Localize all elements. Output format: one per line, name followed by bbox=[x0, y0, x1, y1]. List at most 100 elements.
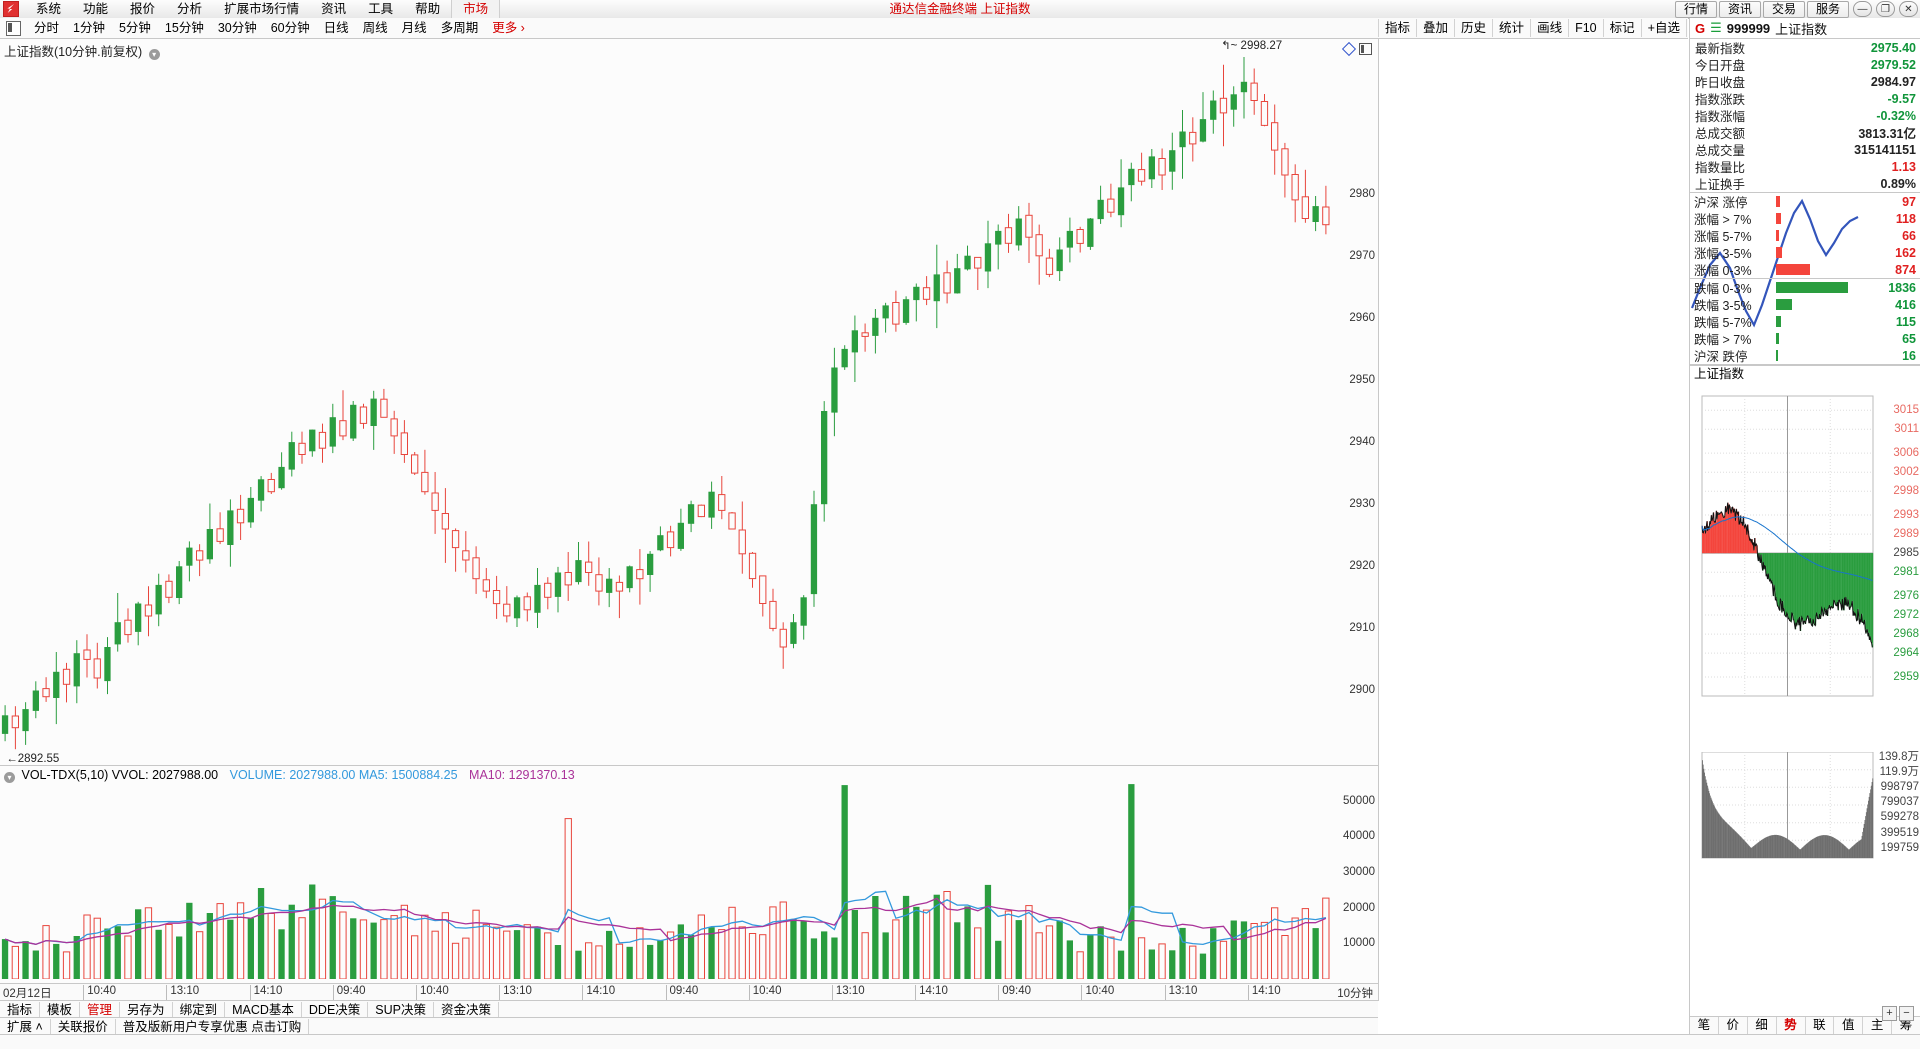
tool-mark[interactable]: 标记 bbox=[1604, 19, 1642, 37]
period-1min[interactable]: 1分钟 bbox=[73, 21, 105, 35]
tab-jiaoyi[interactable]: 交易 bbox=[1762, 0, 1805, 18]
menu-item-tools[interactable]: 工具 bbox=[368, 2, 394, 16]
time-tick: 13:10 bbox=[499, 985, 532, 1000]
quote-row: 昨日收盘 2984.97 bbox=[1690, 73, 1920, 91]
period-multi[interactable]: 多周期 bbox=[440, 21, 479, 35]
breadth-bar bbox=[1776, 333, 1779, 344]
quote-row: 最新指数 2975.40 bbox=[1690, 39, 1920, 57]
menu-item-function[interactable]: 功能 bbox=[83, 2, 109, 16]
btn-indicator[interactable]: 指标 bbox=[0, 1001, 41, 1018]
tool-drawline[interactable]: 画线 bbox=[1531, 19, 1570, 37]
period-fenshi[interactable]: 分时 bbox=[34, 21, 60, 35]
menu-item-news[interactable]: 资讯 bbox=[321, 2, 347, 16]
tool-statistics[interactable]: 统计 bbox=[1493, 19, 1532, 37]
tool-add-watchlist[interactable]: +自选 bbox=[1642, 19, 1687, 37]
period-15min[interactable]: 15分钟 bbox=[164, 21, 204, 35]
time-tick: 10:40 bbox=[748, 985, 781, 1000]
panel-tab-细[interactable]: 细 bbox=[1748, 1017, 1777, 1034]
btn-manage[interactable]: 管理 bbox=[80, 1001, 121, 1018]
btn-sup[interactable]: SUP决策 bbox=[368, 1001, 434, 1018]
quote-label: 上证换手 bbox=[1695, 178, 1746, 192]
btn-linked-quote[interactable]: 关联报价 bbox=[51, 1018, 116, 1035]
mini-intraday-chart[interactable]: 3015 3011 3006 3002 2998 2993 2989 2985 2981 2976… bbox=[1690, 382, 1920, 752]
btn-save-as[interactable]: 另存为 bbox=[120, 1001, 173, 1018]
menu-item-quote[interactable]: 报价 bbox=[130, 2, 156, 16]
volume-chart[interactable]: ▾ VOL-TDX(5,10) VVOL: 2027988.00 VOLUME:… bbox=[0, 765, 1379, 1001]
menu-item-help[interactable]: 帮助 bbox=[415, 2, 441, 16]
breadth-bar-zone bbox=[1776, 213, 1874, 224]
volume-header: ▾ VOL-TDX(5,10) VVOL: 2027988.00 VOLUME:… bbox=[4, 768, 575, 783]
breadth-count: 162 bbox=[1895, 245, 1916, 260]
chevron-down-icon-vol[interactable]: ▾ bbox=[4, 772, 15, 783]
zoom-out-button[interactable]: − bbox=[1899, 1006, 1914, 1021]
btn-macd-basic[interactable]: MACD基本 bbox=[225, 1001, 302, 1018]
mini-volume-chart[interactable]: 139.8万 119.9万 998797 799037 599278 399519 1997… bbox=[1690, 751, 1920, 862]
tool-history[interactable]: 历史 bbox=[1455, 19, 1494, 37]
btn-promo[interactable]: 普及版新用户专享优惠 点击订购 bbox=[116, 1018, 310, 1035]
tool-indicator[interactable]: 指标 bbox=[1378, 19, 1418, 37]
breadth-label: 涨幅 3-5% bbox=[1694, 247, 1752, 261]
time-axis: 14:10 13:10 10:40 09:40 14:10 13:10 10:40 09:40… bbox=[0, 983, 1378, 1001]
mini-axis-tick: 3015 bbox=[1893, 404, 1919, 416]
period-30min[interactable]: 30分钟 bbox=[217, 21, 257, 35]
breadth-row: 涨幅 3-5% 162 bbox=[1690, 244, 1920, 262]
main-price-chart[interactable]: 上证指数(10分钟.前复权) ▾ 2980 2970 2960 2950 2940 293… bbox=[0, 39, 1379, 765]
diamond-icon[interactable] bbox=[1341, 41, 1357, 57]
tab-fuwu[interactable]: 服务 bbox=[1806, 0, 1849, 18]
candlestick-area[interactable] bbox=[0, 57, 1331, 765]
menu-item-market[interactable]: 市场 bbox=[451, 0, 501, 18]
layout-icon[interactable] bbox=[6, 20, 21, 36]
breadth-bar bbox=[1776, 264, 1810, 275]
btn-template[interactable]: 模板 bbox=[40, 1001, 81, 1018]
breadth-bar-zone bbox=[1776, 333, 1874, 344]
menu-item-system[interactable]: 系统 bbox=[36, 2, 62, 16]
btn-bind-to[interactable]: 绑定到 bbox=[173, 1001, 226, 1018]
time-tick: 02月12日 bbox=[3, 988, 52, 1000]
tool-f10[interactable]: F10 bbox=[1569, 19, 1604, 37]
period-weekly[interactable]: 周线 bbox=[362, 21, 388, 35]
indicator-toolbar: 指标 模板 管理 另存为 绑定到 MACD基本 DDE决策 SUP决策 资金决策 bbox=[0, 1000, 1378, 1018]
quote-label: 总成交量 bbox=[1695, 144, 1746, 158]
divider-2 bbox=[1690, 364, 1920, 365]
panel-tab-筹[interactable]: 筹 bbox=[1892, 1017, 1920, 1034]
breadth-row: 涨幅 0-3% 874 bbox=[1690, 261, 1920, 279]
panel-tab-笔[interactable]: 笔 bbox=[1690, 1017, 1719, 1034]
panel-tab-值[interactable]: 值 bbox=[1834, 1017, 1864, 1034]
breadth-count: 118 bbox=[1895, 211, 1916, 226]
period-more[interactable]: 更多 › bbox=[492, 21, 525, 35]
panel-tab-价[interactable]: 价 bbox=[1719, 1017, 1748, 1034]
period-60min[interactable]: 60分钟 bbox=[270, 21, 310, 35]
breadth-label: 涨幅 > 7% bbox=[1694, 213, 1752, 227]
panel-tabs: 笔价细势联值主筹 bbox=[1690, 1016, 1920, 1034]
period-monthly[interactable]: 月线 bbox=[401, 21, 427, 35]
btn-extend[interactable]: 扩展 ˄ bbox=[0, 1018, 51, 1035]
panel-tab-势[interactable]: 势 bbox=[1777, 1017, 1806, 1034]
tab-zixun[interactable]: 资讯 bbox=[1718, 0, 1761, 18]
breadth-count: 115 bbox=[1895, 314, 1916, 329]
menu-item-extended-market[interactable]: 扩展市场行情 bbox=[224, 2, 300, 16]
maximize-button[interactable]: ❐ bbox=[1876, 1, 1895, 17]
time-tick: 13:10 bbox=[1164, 985, 1197, 1000]
minimize-button[interactable]: — bbox=[1853, 1, 1872, 17]
close-button[interactable]: ✕ bbox=[1899, 1, 1918, 17]
menu-bar: 系统 功能 报价 分析 扩展市场行情 资讯 工具 帮助 市场 bbox=[25, 0, 501, 18]
tool-overlay[interactable]: 叠加 bbox=[1417, 19, 1456, 37]
mini-chart-svg bbox=[1701, 395, 1874, 697]
mini-vol-tick: 139.8万 bbox=[1878, 751, 1919, 763]
quote-label: 今日开盘 bbox=[1695, 59, 1746, 73]
period-daily[interactable]: 日线 bbox=[323, 21, 349, 35]
panel-split-icon[interactable] bbox=[1359, 43, 1372, 55]
volume-bars-area[interactable] bbox=[0, 783, 1331, 979]
chevron-down-icon[interactable]: ▾ bbox=[148, 49, 160, 60]
menu-item-analysis[interactable]: 分析 bbox=[177, 2, 203, 16]
tab-hangqing[interactable]: 行情 bbox=[1674, 0, 1717, 18]
panel-tab-联[interactable]: 联 bbox=[1806, 1017, 1835, 1034]
quote-values-list: 最新指数 2975.40 今日开盘 2979.52 昨日收盘 2984.97 指… bbox=[1690, 39, 1920, 193]
btn-capital[interactable]: 资金决策 bbox=[434, 1001, 500, 1018]
zoom-in-button[interactable]: + bbox=[1882, 1006, 1897, 1021]
main-chart-header: 上证指数(10分钟.前复权) ▾ bbox=[4, 41, 160, 60]
volume-title: VOL-TDX(5,10) VVOL: 2027988.00 bbox=[21, 768, 219, 782]
period-5min[interactable]: 5分钟 bbox=[118, 21, 151, 35]
btn-dde[interactable]: DDE决策 bbox=[302, 1001, 369, 1018]
panel-tab-主[interactable]: 主 bbox=[1863, 1017, 1893, 1034]
